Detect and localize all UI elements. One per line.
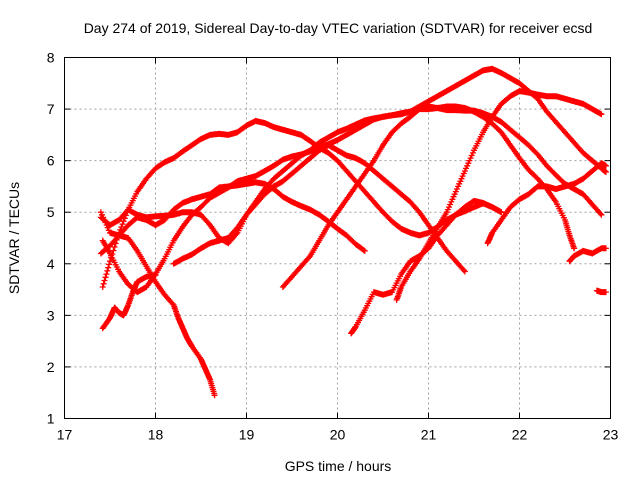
x-tick-label: 18 — [148, 427, 164, 443]
data-point-markers — [99, 272, 159, 332]
x-tick-label: 19 — [239, 427, 255, 443]
data-point-markers — [97, 179, 368, 257]
series-track-3 — [97, 179, 368, 257]
data-point-markers — [97, 209, 218, 399]
data-point-markers — [484, 160, 609, 247]
x-tick-label: 22 — [512, 427, 528, 443]
y-tick-label: 7 — [47, 101, 55, 117]
y-tick-label: 4 — [47, 256, 55, 272]
x-tick-label: 20 — [330, 427, 346, 443]
series-track-12 — [566, 245, 609, 265]
y-tick-label: 8 — [47, 50, 55, 66]
y-tick-label: 1 — [47, 411, 55, 427]
x-axis-label: GPS time / hours — [285, 458, 392, 474]
axis-ticks — [64, 57, 611, 419]
series-track-10 — [393, 88, 605, 303]
y-tick-labels: 1 2 3 4 5 6 7 8 — [47, 50, 55, 427]
data-point-markers — [393, 88, 605, 303]
data-point-markers — [566, 245, 609, 265]
x-tick-label: 17 — [57, 427, 73, 443]
series-track-11 — [484, 160, 609, 247]
grid — [64, 57, 611, 419]
series-track-6 — [99, 272, 159, 332]
data-point-markers — [348, 197, 505, 337]
data-marks — [97, 65, 609, 399]
x-tick-label: 23 — [603, 427, 619, 443]
series-track-5 — [97, 209, 218, 399]
y-tick-label: 6 — [47, 153, 55, 169]
data-point-markers — [279, 103, 605, 290]
x-tick-label: 21 — [421, 427, 437, 443]
series-track-13 — [593, 287, 609, 296]
y-tick-label: 3 — [47, 307, 55, 323]
y-axis-label: SDTVAR / TECUs — [6, 182, 22, 294]
series-track-8 — [279, 103, 605, 290]
chart-title: Day 274 of 2019, Sidereal Day-to-day VTE… — [84, 20, 593, 36]
y-tick-label: 2 — [47, 359, 55, 375]
series-track-9 — [348, 197, 505, 337]
y-tick-label: 5 — [47, 204, 55, 220]
x-tick-labels: 17 18 19 20 21 22 23 — [57, 427, 619, 443]
data-point-markers — [593, 287, 609, 296]
